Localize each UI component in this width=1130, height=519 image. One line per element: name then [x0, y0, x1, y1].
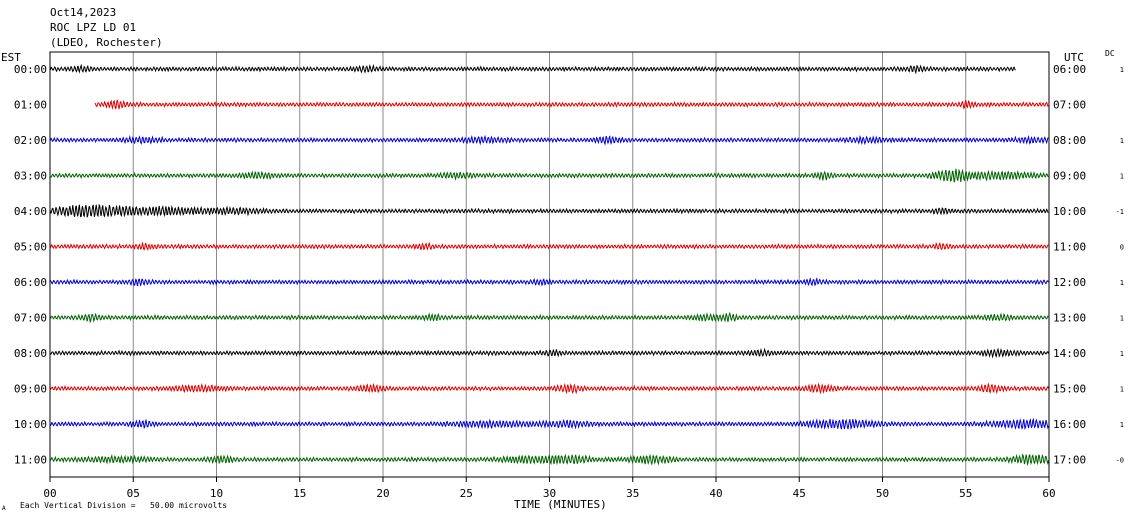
x-tick-label-4: 20 [376, 487, 389, 500]
row-dc-value-9: 1 [1120, 386, 1124, 394]
trace-row-11 [49, 453, 1049, 467]
row-label-utc-5: 11:00 [1053, 241, 1086, 254]
row-label-utc-11: 17:00 [1053, 454, 1086, 467]
x-axis-label: TIME (MINUTES) [514, 498, 607, 511]
row-label-utc-8: 14:00 [1053, 347, 1086, 360]
row-dc-value-5: 0 [1120, 244, 1124, 252]
row-label-utc-2: 08:00 [1053, 134, 1086, 147]
row-label-est-8: 08:00 [14, 347, 47, 360]
row-dc-value-8: 1 [1120, 350, 1124, 358]
row-label-utc-0: 06:00 [1053, 63, 1086, 76]
row-label-group: 00:00 06:00 1 01:00 07:00 02:00 08:00 1 03:00 09:… [14, 63, 1124, 467]
row-label-est-9: 09:00 [14, 383, 47, 396]
row-label-utc-1: 07:00 [1053, 99, 1086, 112]
trace-row-9 [49, 382, 1049, 395]
row-label-est-3: 03:00 [14, 170, 47, 183]
footer-mark: A [2, 505, 6, 512]
right-axis-label: UTC [1064, 51, 1084, 64]
trace-row-0 [49, 63, 1016, 75]
row-label-est-2: 02:00 [14, 134, 47, 147]
row-dc-value-7: 1 [1120, 315, 1124, 323]
row-label-est-0: 00:00 [14, 63, 47, 76]
left-axis-label: EST [1, 51, 21, 64]
x-tick-label-9: 45 [793, 487, 806, 500]
row-label-est-6: 06:00 [14, 276, 47, 289]
trace-row-2 [49, 134, 1049, 146]
row-label-est-1: 01:00 [14, 99, 47, 112]
row-label-est-4: 04:00 [14, 205, 47, 218]
x-tick-label-10: 50 [876, 487, 889, 500]
row-label-utc-4: 10:00 [1053, 205, 1086, 218]
row-label-utc-3: 09:00 [1053, 170, 1086, 183]
x-tick-label-5: 25 [460, 487, 473, 500]
footer-note: Each Vertical Division = 50.00 microvolt… [20, 501, 227, 510]
row-label-est-10: 10:00 [14, 418, 47, 431]
row-label-utc-9: 15:00 [1053, 383, 1086, 396]
trace-row-3 [49, 168, 1049, 183]
x-tick-group: 00 05 10 15 20 25 30 35 40 45 50 55 60 [43, 477, 1056, 500]
trace-row-6 [49, 277, 1049, 287]
row-label-est-11: 11:00 [14, 454, 47, 467]
x-tick-label-1: 05 [127, 487, 140, 500]
x-tick-label-6: 30 [543, 487, 556, 500]
row-label-est-5: 05:00 [14, 241, 47, 254]
title-line-date: Oct14,2023 [50, 6, 116, 19]
row-dc-value-4: -1 [1116, 208, 1124, 216]
trace-row-5 [49, 241, 1049, 251]
row-dc-value-6: 1 [1120, 279, 1124, 287]
x-tick-label-0: 00 [43, 487, 56, 500]
x-tick-label-2: 10 [210, 487, 223, 500]
row-label-est-7: 07:00 [14, 312, 47, 325]
trace-row-8 [49, 347, 1049, 359]
trace-row-10 [49, 417, 1049, 431]
trace-row-1 [94, 99, 1050, 110]
row-label-utc-7: 13:00 [1053, 312, 1086, 325]
row-dc-value-10: 1 [1120, 421, 1124, 429]
row-label-utc-10: 16:00 [1053, 418, 1086, 431]
row-dc-value-3: 1 [1120, 173, 1124, 181]
x-tick-label-3: 15 [293, 487, 306, 500]
x-tick-label-7: 35 [626, 487, 639, 500]
grid-lines [49, 52, 1050, 477]
trace-row-7 [49, 311, 1049, 324]
x-tick-label-8: 40 [709, 487, 722, 500]
row-label-utc-6: 12:00 [1053, 276, 1086, 289]
title-line-network: (LDEO, Rochester) [50, 36, 163, 49]
trace-row-4 [49, 203, 1049, 218]
x-tick-label-12: 60 [1042, 487, 1055, 500]
title-line-station: ROC LPZ LD 01 [50, 21, 136, 34]
trace-group [49, 63, 1050, 467]
row-dc-value-0: 1 [1120, 66, 1124, 74]
dc-label: DC [1105, 49, 1115, 58]
row-dc-value-2: 1 [1120, 137, 1124, 145]
row-dc-value-11: -0 [1116, 457, 1124, 465]
x-tick-label-11: 55 [959, 487, 972, 500]
